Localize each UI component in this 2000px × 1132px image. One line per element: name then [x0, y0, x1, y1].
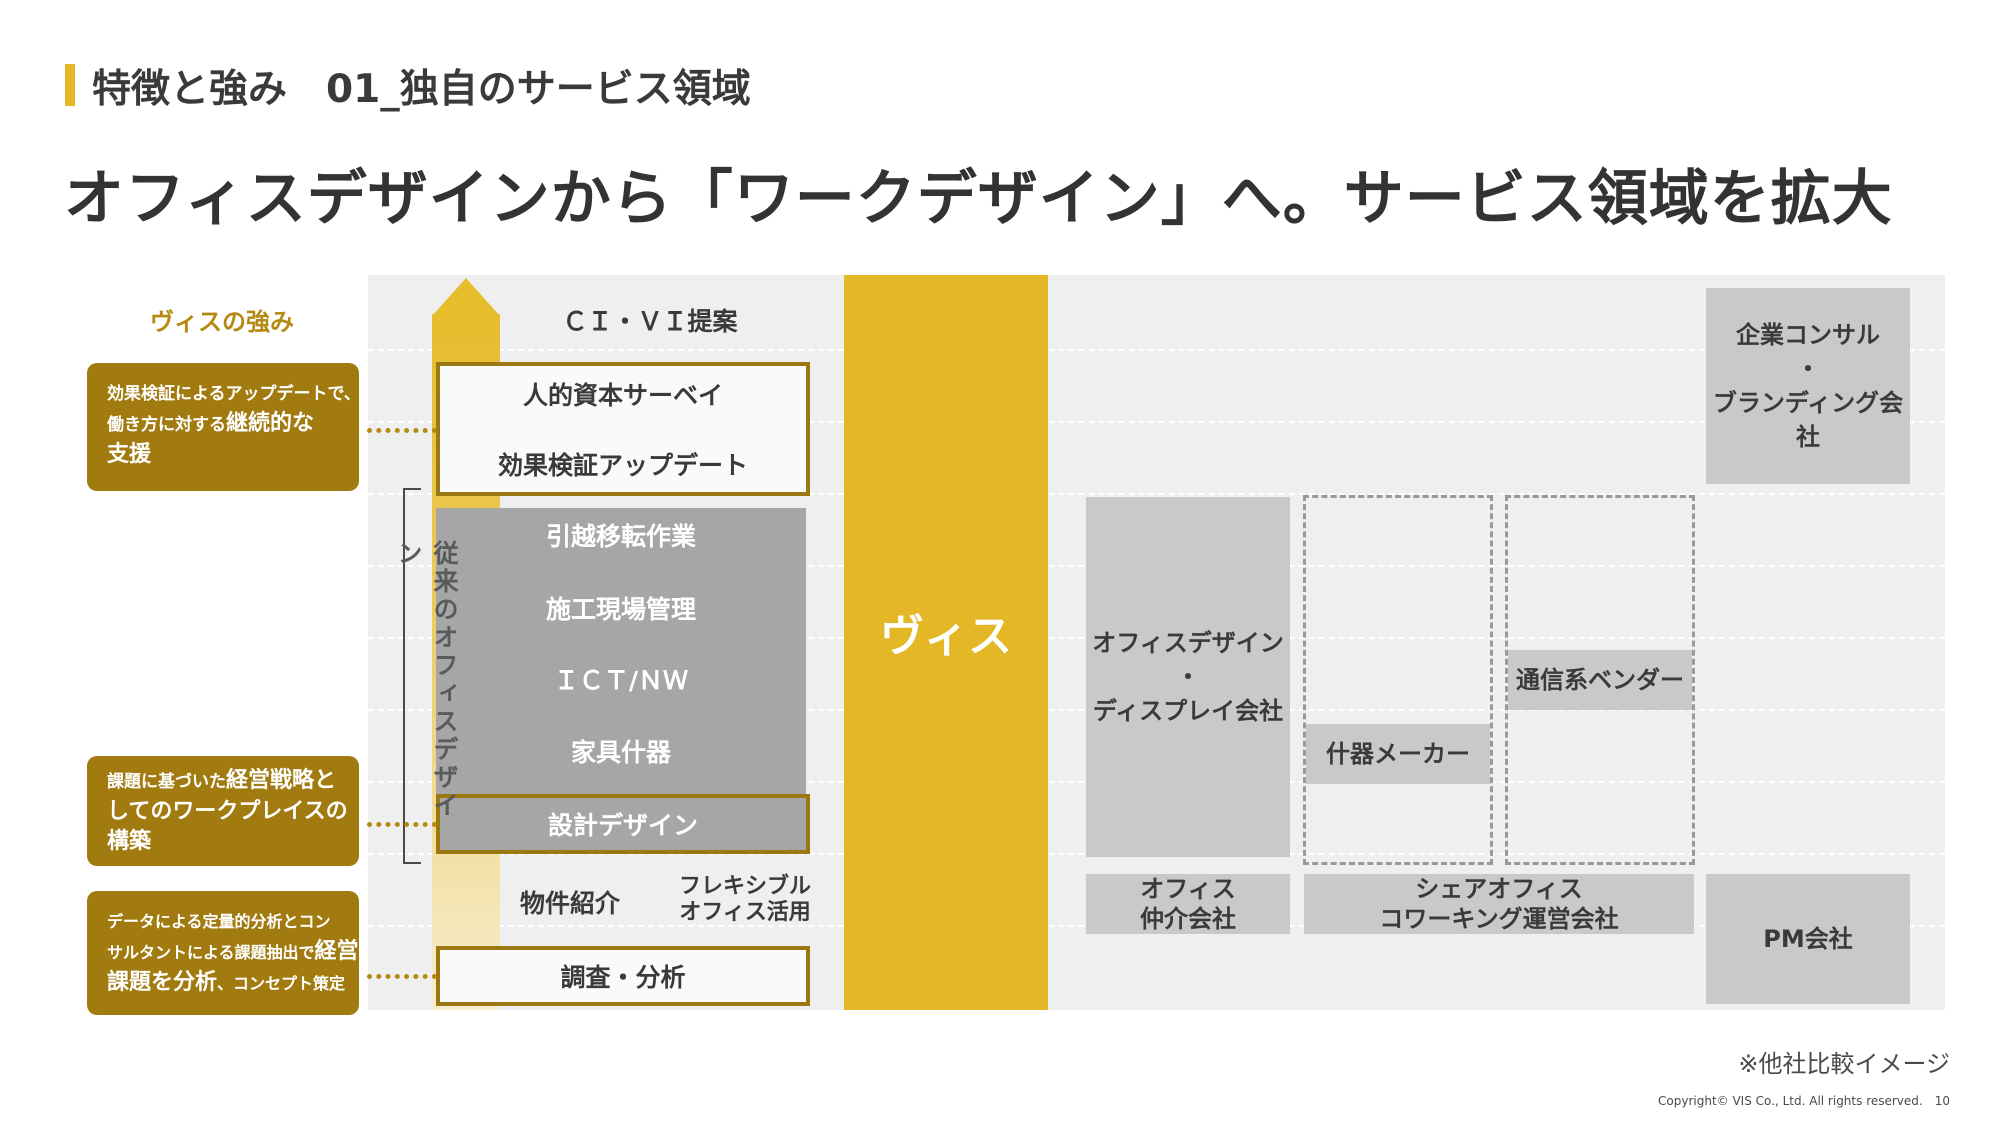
- card2-line2: してのワークプレイスの: [107, 799, 348, 824]
- flexible-line1: フレキシブル: [678, 874, 811, 899]
- service-civi: ＣＩ・ＶＩ提案: [562, 307, 738, 336]
- service-flexible: フレキシブル オフィス活用: [670, 874, 820, 926]
- card1-line2-big: 継続的な: [226, 411, 315, 436]
- survey-update-box: [436, 362, 810, 496]
- telecom-range: [1505, 495, 1695, 865]
- copyright: Copyright© VIS Co., Ltd. All rights rese…: [1658, 1094, 1950, 1108]
- card2-line1-big: 経営戦略と: [226, 768, 337, 793]
- row-divider: [368, 493, 1945, 495]
- service-construction: 施工現場管理: [545, 595, 696, 624]
- page-title: オフィスデザインから「ワークデザイン」へ。サービス領域を拡大: [64, 164, 1893, 234]
- service-property: 物件紹介: [519, 889, 620, 918]
- card2-line1-small: 課題に基づいた: [107, 772, 226, 792]
- section-title: 特徴と強み 01_独自のサービス領域: [92, 67, 751, 112]
- office-design-line1: オフィスデザイン: [1092, 629, 1284, 657]
- card3-line2-big: 経営: [314, 939, 359, 964]
- card1-line2-small: 働き方に対する: [107, 415, 226, 435]
- section-accent-bar: [65, 64, 75, 106]
- card3-line3-big: 課題を分析: [107, 970, 218, 995]
- service-design: 設計デザイン: [547, 811, 698, 840]
- row-divider: [368, 421, 1945, 423]
- service-effect-update: 効果検証アップデート: [497, 451, 748, 480]
- connector-dots: [367, 822, 437, 827]
- strength-card-analysis: データによる定量的分析とコン サルタントによる課題抽出で経営 課題を分析、コンセ…: [87, 891, 359, 1015]
- card2-line3: 構築: [107, 829, 152, 854]
- competitor-fixture-maker: 什器メーカー: [1306, 724, 1490, 784]
- office-design-line3: ディスプレイ会社: [1092, 697, 1284, 725]
- strength-card-strategy: 課題に基づいた経営戦略と してのワークプレイスの 構築: [87, 756, 359, 866]
- fixture-maker-label: 什器メーカー: [1326, 740, 1470, 768]
- service-furniture: 家具什器: [570, 738, 671, 767]
- conventional-services-block: [436, 508, 806, 851]
- office-broker-line1: オフィス: [1140, 875, 1236, 903]
- conventional-bracket: [403, 488, 421, 864]
- fixture-maker-range: [1303, 495, 1493, 865]
- consulting-line3: ブランディング会社: [1712, 389, 1904, 451]
- competitor-consulting: 企業コンサル ・ ブランディング会社: [1706, 288, 1910, 484]
- card3-line3-small: 、コンセプト策定: [217, 974, 346, 993]
- vis-column: [844, 275, 1048, 1010]
- share-office-line2: コワーキング運営会社: [1379, 905, 1619, 933]
- pm-label: PM会社: [1763, 925, 1853, 953]
- competitor-office-design: オフィスデザイン ・ ディスプレイ会社: [1086, 497, 1290, 857]
- comparison-note: ※他社比較イメージ: [1738, 1050, 1950, 1078]
- office-design-line2: ・: [1176, 663, 1200, 691]
- conventional-label: 従来のオフィスデザイン: [394, 540, 459, 820]
- research-box: 調査・分析: [436, 946, 810, 1006]
- consulting-line1: 企業コンサル: [1736, 321, 1880, 349]
- design-box: 設計デザイン: [436, 794, 810, 854]
- strengths-title: ヴィスの強み: [150, 308, 294, 336]
- card1-line3: 支援: [107, 442, 152, 467]
- telecom-label: 通信系ベンダー: [1516, 666, 1684, 694]
- card1-line1: 効果検証によるアップデートで、: [107, 384, 361, 404]
- competitor-pm: PM会社: [1706, 874, 1910, 1004]
- competitor-office-broker: オフィス 仲介会社: [1086, 874, 1290, 934]
- office-broker-line2: 仲介会社: [1140, 905, 1236, 933]
- competitor-share-office: シェアオフィス コワーキング運営会社: [1304, 874, 1694, 934]
- vis-label: ヴィス: [880, 611, 1012, 662]
- competitor-telecom: 通信系ベンダー: [1508, 650, 1692, 710]
- connector-dots: [367, 974, 437, 979]
- service-research: 調査・分析: [560, 963, 686, 992]
- service-moving: 引越移転作業: [545, 522, 696, 551]
- flexible-line2: オフィス活用: [679, 900, 811, 925]
- connector-dots: [367, 428, 437, 433]
- card3-line1: データによる定量的分析とコン: [107, 912, 331, 931]
- strength-card-continuous-support: 効果検証によるアップデートで、 働き方に対する継続的な 支援: [87, 363, 361, 491]
- service-survey: 人的資本サーベイ: [522, 381, 723, 410]
- share-office-line1: シェアオフィス: [1415, 875, 1583, 903]
- growth-arrow-head: [432, 278, 500, 316]
- service-ict: ＩＣＴ/ＮＷ: [553, 666, 689, 695]
- row-divider: [368, 349, 1945, 351]
- card3-line2-small: サルタントによる課題抽出で: [107, 943, 315, 962]
- consulting-line2: ・: [1796, 355, 1820, 383]
